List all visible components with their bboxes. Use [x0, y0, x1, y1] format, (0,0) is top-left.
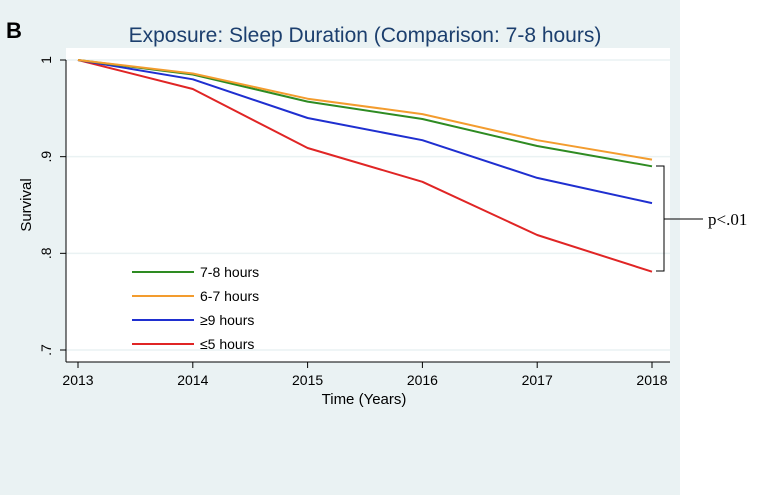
series-lines: [77, 59, 653, 273]
legend-label: 7-8 hours: [200, 264, 259, 280]
x-tick-label: 2013: [62, 372, 93, 388]
x-ticks: 2013 2014 2015 2016 2017 2018: [62, 362, 668, 388]
significance-bracket: p<.01: [656, 165, 747, 272]
y-tick-label: .8: [38, 247, 54, 259]
grid-lines: [66, 59, 670, 351]
x-tick-label: 2016: [407, 372, 438, 388]
x-tick-label: 2018: [636, 372, 667, 388]
series-line-2: [77, 59, 653, 161]
axes: [65, 60, 670, 363]
y-axis-label: Survival: [18, 178, 35, 231]
series-line-4: [77, 59, 653, 273]
panel-letter: B: [6, 18, 22, 43]
series-line-3: [77, 59, 653, 205]
legend-label: 6-7 hours: [200, 288, 259, 304]
x-tick-label: 2014: [177, 372, 208, 388]
y-tick-label: 1: [38, 56, 54, 64]
legend-label: ≤5 hours: [200, 336, 254, 352]
x-tick-label: 2015: [292, 372, 323, 388]
x-tick-label: 2017: [522, 372, 553, 388]
p-value-label: p<.01: [708, 210, 747, 229]
y-ticks: 1 .9 .8 .7: [38, 56, 66, 356]
y-tick-label: .9: [38, 151, 54, 163]
y-tick-label: .7: [38, 344, 54, 356]
plot-area: [66, 48, 670, 362]
chart-title: Exposure: Sleep Duration (Comparison: 7-…: [129, 24, 602, 47]
legend-label: ≥9 hours: [200, 312, 254, 328]
x-axis-label: Time (Years): [322, 391, 407, 408]
legend: 7-8 hours 6-7 hours ≥9 hours ≤5 hours: [132, 264, 259, 352]
